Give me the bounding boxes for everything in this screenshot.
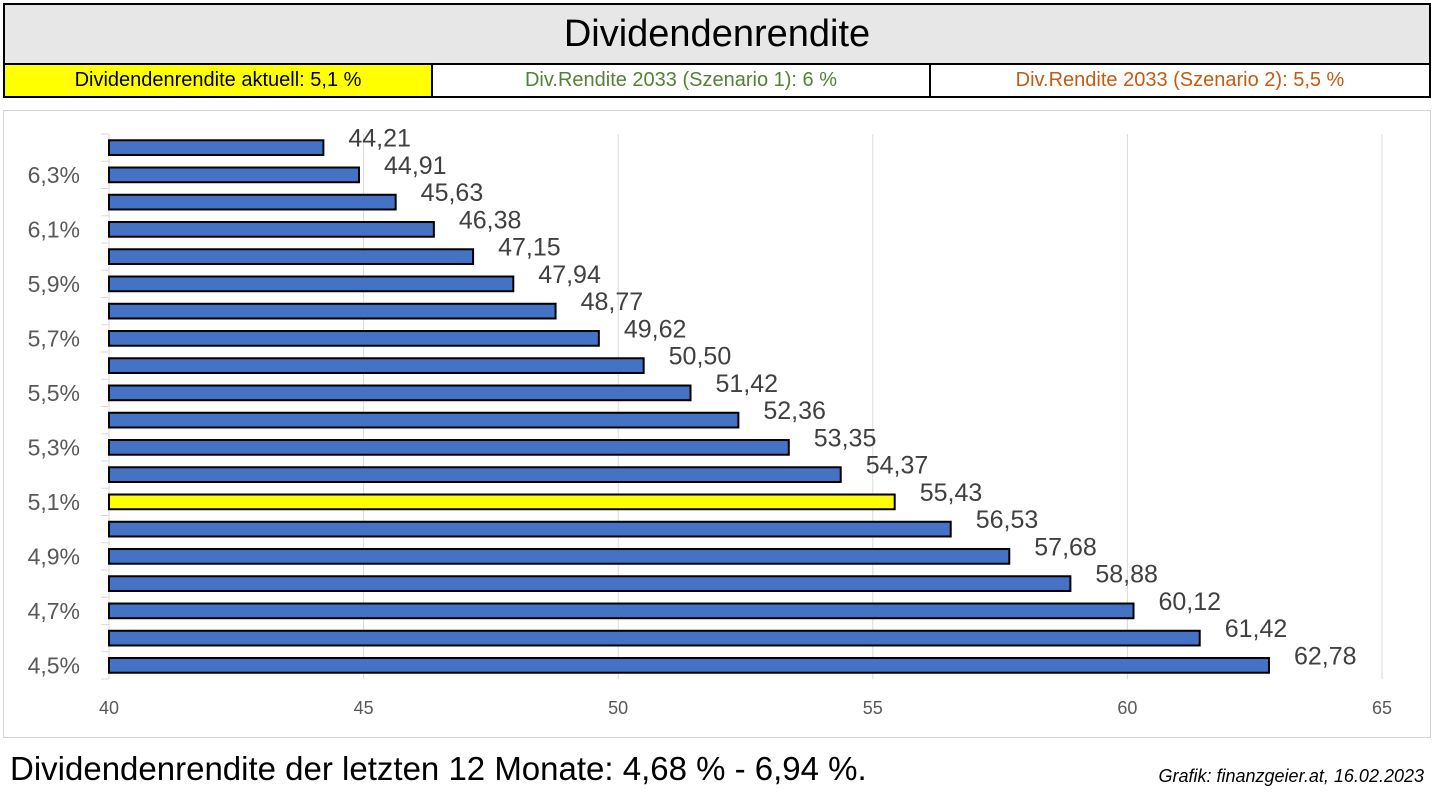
x-tick-label: 50 <box>608 698 628 718</box>
bar <box>108 629 1201 647</box>
bar-value-label: 55,43 <box>920 479 983 507</box>
bar <box>108 193 397 211</box>
x-tick-label: 65 <box>1372 698 1392 718</box>
chart-title: Dividendenrendite <box>5 5 1429 65</box>
bar <box>108 602 1135 620</box>
x-tick-label: 60 <box>1117 698 1137 718</box>
y-category-label: 6,3% <box>28 162 80 188</box>
bar <box>108 221 435 238</box>
y-category-label: 5,5% <box>28 380 80 406</box>
bar <box>108 466 842 483</box>
y-category-label: 5,9% <box>28 271 80 297</box>
bar-value-label: 62,78 <box>1294 642 1357 670</box>
y-category-label: 4,7% <box>28 598 80 624</box>
bar <box>108 275 515 293</box>
bar-value-label: 47,94 <box>538 261 601 289</box>
y-category-label: 5,3% <box>28 434 80 460</box>
bar-value-label: 58,88 <box>1095 561 1158 589</box>
bar-value-label: 50,50 <box>669 343 732 371</box>
bar <box>108 302 557 320</box>
bar-value-label: 56,53 <box>976 506 1039 534</box>
bar <box>108 384 692 402</box>
scenario1-label: Div.Rendite 2033 (Szenario 1): 6 % <box>433 65 931 96</box>
bar-value-label: 44,21 <box>348 125 411 153</box>
chart-area: 40 45 50 55 60 65 44,21 44,91 6,3% 45,63 46,38 6,1%… <box>3 110 1431 738</box>
chart-header: Dividendenrendite Dividendenrendite aktu… <box>3 3 1431 98</box>
bar <box>108 657 1270 674</box>
bar-value-label: 46,38 <box>459 206 522 234</box>
y-category-label: 6,1% <box>28 216 80 242</box>
x-tick-label: 45 <box>354 698 374 718</box>
bar-value-label: 54,37 <box>866 452 929 480</box>
bar-value-label: 57,68 <box>1034 533 1097 561</box>
x-tick-label: 40 <box>99 698 119 718</box>
bar-value-label: 48,77 <box>581 288 644 316</box>
y-category-label: 5,7% <box>28 325 80 351</box>
bar <box>108 439 790 456</box>
footer-summary: Dividendenrendite der letzten 12 Monate:… <box>10 750 867 787</box>
bar-value-label: 51,42 <box>716 370 779 398</box>
bar <box>108 139 325 156</box>
scenario2-label: Div.Rendite 2033 (Szenario 2): 5,5 % <box>931 65 1429 96</box>
bar <box>108 575 1072 592</box>
bar-value-label: 45,63 <box>421 179 484 207</box>
bar <box>108 548 1011 565</box>
bar-value-label: 49,62 <box>624 315 687 343</box>
bar <box>108 520 952 538</box>
bar-value-label: 44,91 <box>384 152 447 180</box>
bar <box>108 411 740 429</box>
bar <box>108 248 475 265</box>
source-credit: Grafik: finanzgeier.at, 16.02.2023 <box>1158 766 1425 786</box>
bar-value-label: 60,12 <box>1159 588 1222 616</box>
bar-value-label: 47,15 <box>498 234 561 262</box>
bar <box>108 166 361 184</box>
bar-highlighted <box>108 493 896 511</box>
x-tick-label: 55 <box>863 698 883 718</box>
y-category-label: 4,5% <box>28 652 80 678</box>
y-category-label: 4,9% <box>28 543 80 569</box>
info-row: Dividendenrendite aktuell: 5,1 % Div.Ren… <box>5 65 1429 96</box>
bar <box>108 357 645 374</box>
current-yield-label: Dividendenrendite aktuell: 5,1 % <box>5 65 433 96</box>
bar-value-label: 61,42 <box>1225 615 1288 643</box>
bar-value-label: 52,36 <box>763 397 826 425</box>
bar <box>108 330 600 347</box>
y-category-label: 5,1% <box>28 489 80 515</box>
bar-value-label: 53,35 <box>814 424 877 452</box>
